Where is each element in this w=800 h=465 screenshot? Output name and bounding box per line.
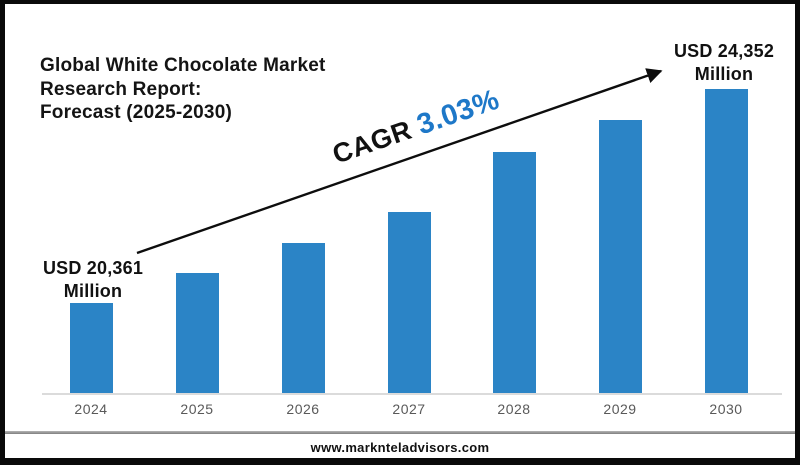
chart-title-line-1: Global White Chocolate Market xyxy=(40,55,326,76)
start-value-amount: USD 20,361 xyxy=(42,258,144,278)
x-tick-2027: 2027 xyxy=(392,401,426,417)
bar-2026 xyxy=(281,243,325,395)
x-tick-2026: 2026 xyxy=(286,401,320,417)
bar-2025 xyxy=(175,273,219,395)
end-value-unit: Million xyxy=(694,64,754,84)
end-value-label: USD 24,352 Million xyxy=(654,40,794,86)
bar-2030 xyxy=(704,89,748,395)
x-tick-2030: 2030 xyxy=(709,401,743,417)
end-value-amount: USD 24,352 xyxy=(673,41,775,61)
x-tick-2028: 2028 xyxy=(497,401,531,417)
bar-2024 xyxy=(69,303,113,395)
x-tick-2029: 2029 xyxy=(603,401,637,417)
cagr-value: 3.03% xyxy=(413,83,504,142)
start-value-label: USD 20,361 Million xyxy=(23,257,163,303)
chart-title-line-3: Forecast (2025-2030) xyxy=(40,102,232,123)
bar-2028 xyxy=(492,152,536,395)
chart-title-line-2: Research Report: xyxy=(40,78,202,100)
chart-title: Global White Chocolate Market Research R… xyxy=(40,54,400,125)
footer-divider xyxy=(5,431,795,434)
bar-2027 xyxy=(387,212,431,395)
bar-2029 xyxy=(598,120,642,395)
x-axis-line xyxy=(42,393,782,395)
website-url: www.marknteladvisors.com xyxy=(310,440,490,455)
x-tick-2025: 2025 xyxy=(180,401,214,417)
x-tick-2024: 2024 xyxy=(74,401,108,417)
start-value-unit: Million xyxy=(63,281,123,301)
